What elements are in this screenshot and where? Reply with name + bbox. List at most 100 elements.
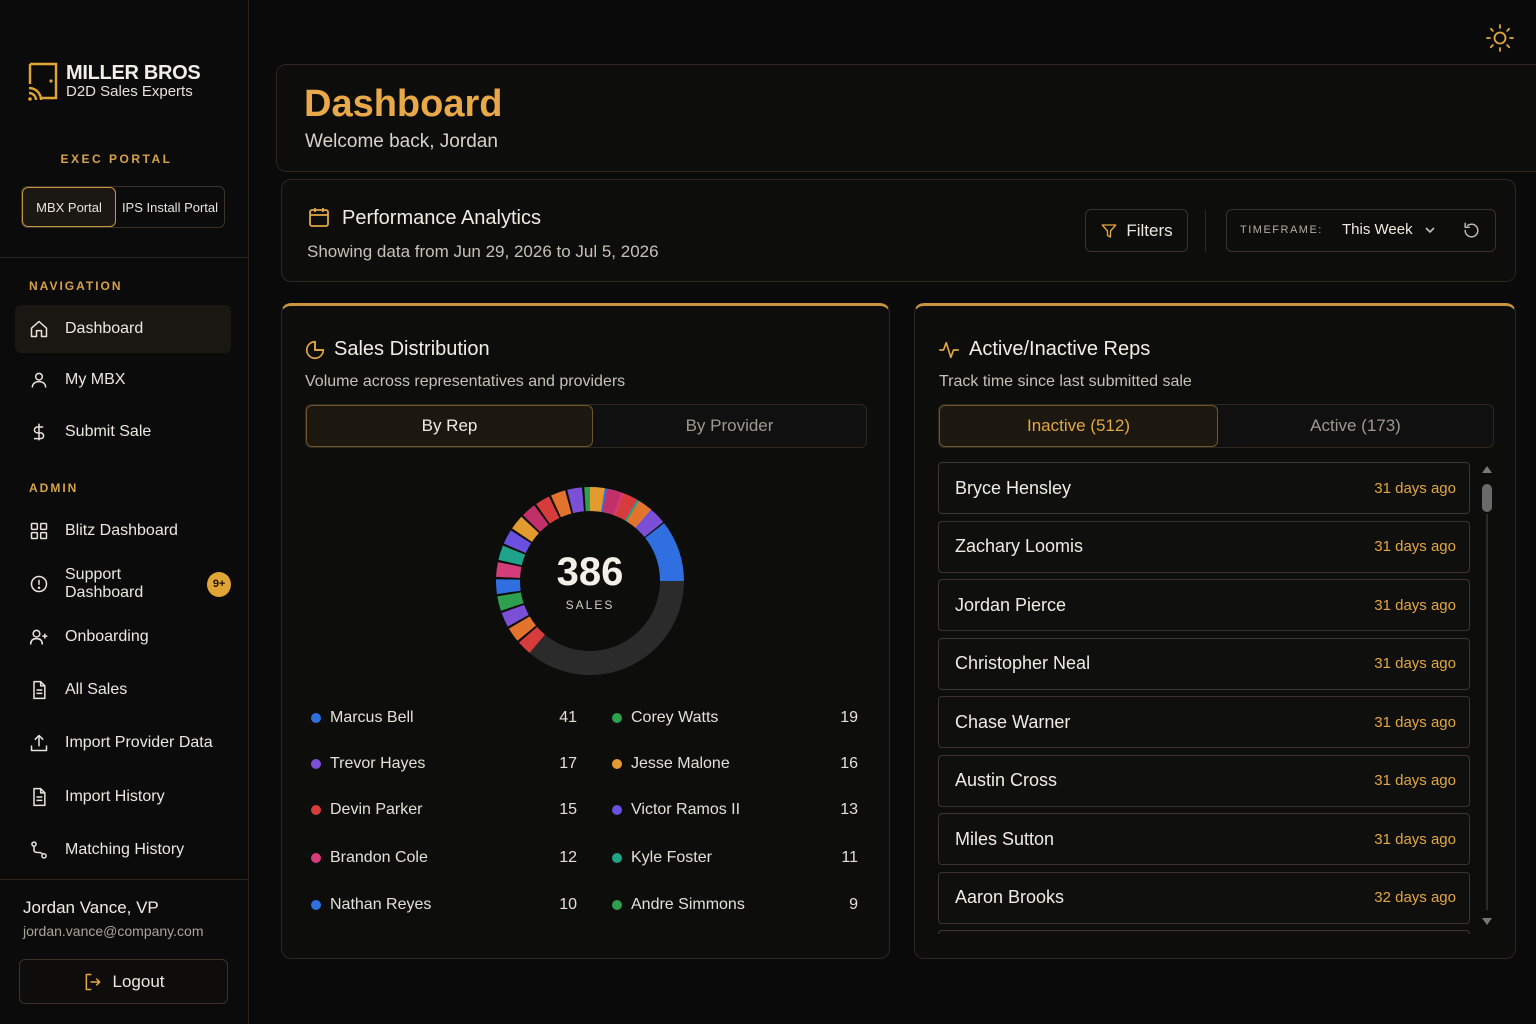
rep-row[interactable]: Zachary Loomis 31 days ago [938,520,1470,573]
donut-segment [503,530,532,554]
sidebar-item-submit-sale[interactable]: Submit Sale [15,408,231,456]
tab-active[interactable]: Active (173) [1310,416,1401,435]
user-email: jordan.vance@company.com [23,923,204,939]
upload-icon [30,734,48,752]
donut-segment [645,523,684,581]
legend-value: 17 [559,755,577,772]
legend-item[interactable]: Trevor Hayes 17 [311,753,577,775]
legend-item[interactable]: Marcus Bell 41 [311,707,577,729]
user-plus-icon [29,629,48,645]
legend-name: Corey Watts [631,709,719,726]
tab-by-rep[interactable]: By Rep [306,405,593,447]
sidebar-item-onboarding[interactable]: Onboarding [15,613,231,661]
donut-segment [508,616,536,641]
donut-segment [536,496,560,524]
legend-item[interactable]: Nathan Reyes 10 [311,894,577,916]
rep-row[interactable]: Jordan Pierce 31 days ago [938,579,1470,631]
tab-inactive[interactable]: Inactive (512) [939,405,1218,447]
brand-logo[interactable]: MILLER BROS D2D Sales Experts [26,58,201,104]
legend-value: 10 [559,896,577,913]
rep-name: Aaron Brooks [955,887,1065,907]
total-sales-value: 386 [556,550,624,594]
refresh-icon[interactable] [1462,221,1481,240]
legend-dot [311,853,321,863]
rep-row[interactable] [938,930,1470,934]
sales-distribution-panel: Sales Distribution Volume across represe… [281,303,890,959]
logout-icon [85,973,100,990]
legend-dot [311,900,321,910]
donut-segment [522,505,549,532]
legend-name: Brandon Cole [330,849,428,866]
timeframe-select[interactable]: This Week [1342,221,1413,238]
rep-last-sale: 31 days ago [1374,655,1456,672]
legend-name: Trevor Hayes [330,755,426,772]
scroll-down-arrow-icon[interactable] [1482,918,1492,925]
legend-item[interactable]: Brandon Cole 12 [311,847,577,869]
legend-item[interactable]: Corey Watts 19 [612,707,858,729]
sidebar: MILLER BROS D2D Sales Experts EXEC PORTA… [0,0,249,1024]
rep-row[interactable]: Austin Cross 31 days ago [938,754,1470,807]
welcome-message: Welcome back, Jordan [305,131,498,152]
legend-value: 12 [559,849,577,866]
alert-circle-icon [30,575,48,593]
rep-row[interactable]: Aaron Brooks 32 days ago [938,871,1470,924]
scroll-thumb[interactable] [1482,484,1492,512]
chevron-down-icon[interactable] [1423,223,1437,237]
brand-title: MILLER BROS [66,62,201,84]
tab-by-provider[interactable]: By Provider [685,416,774,435]
sidebar-item-dashboard[interactable]: Dashboard [15,305,231,353]
legend-name: Andre Simmons [631,896,745,913]
rep-name: Jordan Pierce [955,594,1067,615]
sidebar-item-all-sales[interactable]: All Sales [15,666,231,714]
total-sales-label: SALES [565,598,615,612]
rep-row[interactable]: Christopher Neal 31 days ago [938,637,1470,690]
legend-dot [612,900,622,910]
sidebar-item-label: Import History [65,788,165,805]
performance-title: Performance Analytics [342,207,541,229]
filters-button[interactable]: Filters [1085,209,1188,252]
ips-install-portal-button[interactable]: IPS Install Portal [121,199,219,215]
sidebar-item-label: Support Dashboard [65,566,144,601]
sidebar-item-import-history[interactable]: Import History [15,773,231,821]
donut-segment [636,511,664,538]
legend-item[interactable]: Jesse Malone 16 [612,753,858,775]
sales-distribution-subtitle: Volume across representatives and provid… [305,373,626,390]
legend-dot [612,853,622,863]
navigation-section-label: NAVIGATION [29,279,123,293]
grid-icon [30,522,48,540]
legend-item[interactable]: Victor Ramos II 13 [612,799,858,821]
legend-dot [612,759,622,769]
sidebar-item-label: My MBX [65,371,126,388]
sidebar-item-blitz-dashboard[interactable]: Blitz Dashboard [15,507,231,555]
legend-item[interactable]: Andre Simmons 9 [612,894,858,916]
rep-list-scrollbar[interactable] [1481,464,1493,934]
scroll-up-arrow-icon[interactable] [1482,466,1492,473]
rep-last-sale: 32 days ago [1374,889,1456,906]
rep-row[interactable]: Bryce Hensley 31 days ago [938,462,1470,514]
rep-row[interactable]: Miles Sutton 31 days ago [938,813,1470,865]
legend-value: 19 [840,709,858,726]
sidebar-item-my-mbx[interactable]: My MBX [15,356,231,404]
rep-name: Austin Cross [955,770,1058,790]
sun-icon[interactable] [1485,23,1515,53]
legend-item[interactable]: Devin Parker 15 [311,799,577,821]
legend-name: Kyle Foster [631,849,712,866]
performance-analytics-bar: Performance Analytics Showing data from … [281,179,1516,282]
logout-button[interactable]: Logout [19,959,228,1004]
rep-row[interactable]: Chase Warner 31 days ago [938,696,1470,748]
sidebar-item-support-dashboard[interactable]: Support Dashboard 9+ [15,560,231,608]
portal-switch: MBX Portal IPS Install Portal [21,186,225,228]
donut-track [529,581,684,675]
active-inactive-reps-panel: Active/Inactive Reps Track time since la… [914,303,1516,959]
sidebar-item-matching-history[interactable]: Matching History [15,826,231,874]
donut-segment [518,626,546,654]
mbx-portal-button[interactable]: MBX Portal [22,187,116,227]
sidebar-divider [0,257,248,258]
sidebar-item-label: Matching History [65,841,185,858]
activity-icon [939,341,959,359]
rep-list: Bryce Hensley 31 days ago Zachary Loomis 31… [938,462,1470,934]
legend-item[interactable]: Kyle Foster 11 [612,847,858,869]
rep-last-sale: 31 days ago [1374,596,1456,614]
sidebar-item-import-provider-data[interactable]: Import Provider Data [15,719,231,767]
legend-value: 16 [840,755,858,772]
